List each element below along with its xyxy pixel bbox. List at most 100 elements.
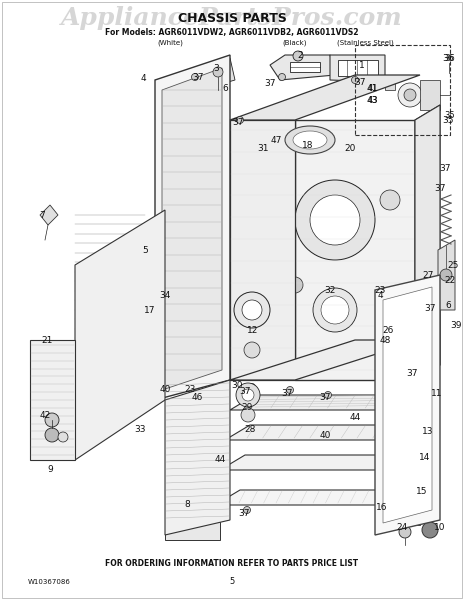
Text: 37: 37 <box>438 164 450 173</box>
Polygon shape <box>213 58 234 85</box>
Text: 41: 41 <box>365 83 377 92</box>
Polygon shape <box>165 510 219 540</box>
Circle shape <box>351 77 358 83</box>
Text: 1: 1 <box>358 61 364 70</box>
Polygon shape <box>162 68 221 390</box>
Polygon shape <box>75 210 165 460</box>
Polygon shape <box>414 105 439 380</box>
Text: 24: 24 <box>395 523 407 533</box>
Text: 35: 35 <box>444 110 454 119</box>
Text: 47: 47 <box>270 136 281 145</box>
Circle shape <box>397 83 421 107</box>
Text: 39: 39 <box>449 320 461 329</box>
Text: W10367086: W10367086 <box>28 579 71 585</box>
Circle shape <box>213 67 223 77</box>
Polygon shape <box>384 75 394 90</box>
Polygon shape <box>379 510 419 525</box>
Text: CHASSIS PARTS: CHASSIS PARTS <box>177 11 286 25</box>
Circle shape <box>292 51 302 61</box>
Text: 36: 36 <box>441 53 453 62</box>
Circle shape <box>244 342 259 358</box>
Text: 7: 7 <box>39 211 45 220</box>
Text: 30: 30 <box>231 380 242 389</box>
Bar <box>354 45 449 135</box>
Text: 32: 32 <box>324 286 335 295</box>
Circle shape <box>324 391 331 398</box>
Text: 37: 37 <box>319 392 330 401</box>
Text: 33: 33 <box>134 425 145 434</box>
Polygon shape <box>337 60 377 76</box>
Text: 26: 26 <box>382 325 393 335</box>
Circle shape <box>242 300 262 320</box>
Text: 41: 41 <box>367 83 377 92</box>
Polygon shape <box>225 425 434 440</box>
Text: (Stainless Steel): (Stainless Steel) <box>336 40 393 46</box>
Circle shape <box>294 180 374 260</box>
Circle shape <box>242 389 253 401</box>
Circle shape <box>379 190 399 210</box>
Text: 6: 6 <box>222 83 227 92</box>
Text: 13: 13 <box>421 427 433 437</box>
Text: 37: 37 <box>281 389 292 397</box>
Text: 18: 18 <box>301 140 313 149</box>
Polygon shape <box>230 395 439 410</box>
Text: 17: 17 <box>144 305 156 314</box>
Text: 6: 6 <box>444 301 450 310</box>
Circle shape <box>309 195 359 245</box>
Circle shape <box>191 74 198 80</box>
Polygon shape <box>269 55 334 80</box>
Polygon shape <box>294 120 414 380</box>
Circle shape <box>313 288 356 332</box>
Text: 15: 15 <box>415 487 427 496</box>
Circle shape <box>243 506 250 514</box>
Text: 12: 12 <box>247 325 258 335</box>
Text: 23: 23 <box>184 385 195 395</box>
Circle shape <box>286 386 293 394</box>
Text: FOR ORDERING INFORMATION REFER TO PARTS PRICE LIST: FOR ORDERING INFORMATION REFER TO PARTS … <box>105 559 358 568</box>
Text: 35: 35 <box>441 116 453 125</box>
Text: 9: 9 <box>47 466 53 475</box>
Text: 37: 37 <box>433 184 445 193</box>
Text: 23: 23 <box>374 286 385 295</box>
Text: AppliancePartsPros.com: AppliancePartsPros.com <box>61 6 402 30</box>
Circle shape <box>58 432 68 442</box>
Text: 37: 37 <box>192 73 203 82</box>
Circle shape <box>248 383 255 391</box>
Circle shape <box>413 514 421 522</box>
Text: For Models: AGR6011VDW2, AGR6011VDB2, AGR6011VDS2: For Models: AGR6011VDW2, AGR6011VDB2, AG… <box>105 28 358 37</box>
Text: 34: 34 <box>159 290 170 299</box>
Polygon shape <box>230 340 419 380</box>
Text: 37: 37 <box>264 79 275 88</box>
Text: 27: 27 <box>421 271 433 280</box>
Polygon shape <box>219 455 429 470</box>
Text: 40: 40 <box>159 385 170 395</box>
Text: 36: 36 <box>444 53 454 62</box>
Text: 40: 40 <box>319 431 330 439</box>
Text: 37: 37 <box>238 508 249 517</box>
Polygon shape <box>414 105 439 380</box>
Polygon shape <box>382 287 431 523</box>
Text: (Black): (Black) <box>282 40 307 46</box>
Text: 4: 4 <box>376 290 382 299</box>
Text: 5: 5 <box>142 245 148 254</box>
Polygon shape <box>289 62 319 72</box>
Circle shape <box>411 367 418 373</box>
Circle shape <box>427 301 435 308</box>
Circle shape <box>398 526 410 538</box>
Text: (White): (White) <box>156 40 182 46</box>
Text: 37: 37 <box>239 388 250 397</box>
Text: 8: 8 <box>184 500 189 509</box>
Text: 21: 21 <box>41 335 53 344</box>
Text: 5: 5 <box>229 577 234 586</box>
Text: 43: 43 <box>365 95 377 104</box>
Polygon shape <box>230 120 294 380</box>
Text: 37: 37 <box>406 368 417 377</box>
Circle shape <box>45 413 59 427</box>
Polygon shape <box>165 380 230 535</box>
Text: 43: 43 <box>367 95 377 104</box>
Circle shape <box>240 408 255 422</box>
Polygon shape <box>155 55 230 400</box>
Text: 46: 46 <box>191 394 202 403</box>
Text: 2: 2 <box>296 50 302 59</box>
Circle shape <box>236 383 259 407</box>
